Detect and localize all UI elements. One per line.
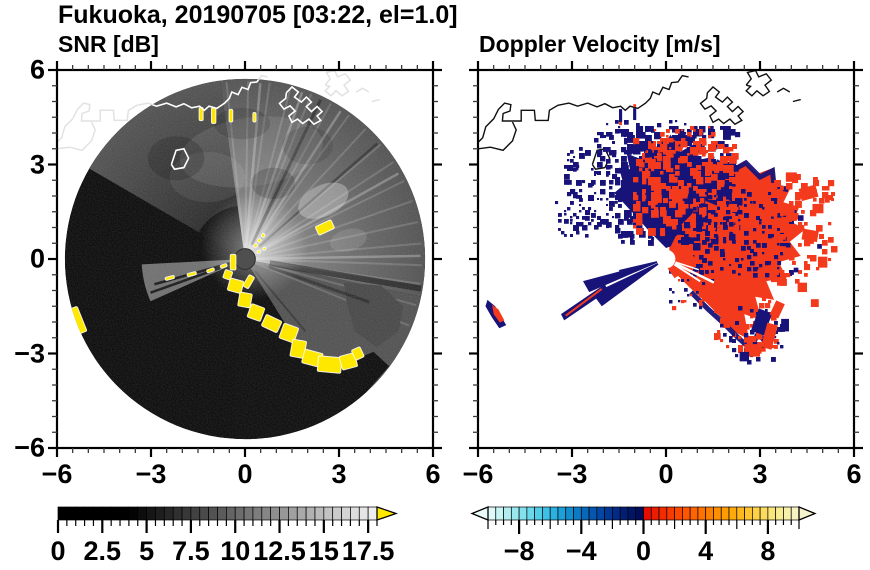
colorbar-tick-label: 2.5 bbox=[83, 536, 122, 566]
x-tick-label: 6 bbox=[425, 459, 441, 489]
colorbar-tick-label: 8 bbox=[760, 536, 776, 566]
colorbar-tick-label: 12.5 bbox=[253, 536, 306, 566]
snr-panel-axes bbox=[48, 61, 442, 457]
colorbar-tick-label: 5 bbox=[139, 536, 155, 566]
x-tick-label: 3 bbox=[752, 459, 768, 489]
y-tick-label: 3 bbox=[29, 149, 45, 179]
colorbar-tick-label: 4 bbox=[698, 536, 714, 566]
x-tick-label: −6 bbox=[462, 459, 494, 489]
colorbar-tick-label: −4 bbox=[565, 536, 597, 566]
colorbar-tick-label: 0 bbox=[50, 536, 66, 566]
colorbar-tick-label: 17.5 bbox=[341, 536, 395, 566]
panel-title-snr: SNR [dB] bbox=[58, 31, 159, 57]
colorbar-tick-label: 7.5 bbox=[172, 536, 210, 566]
y-tick-label: −6 bbox=[14, 432, 45, 463]
colorbar-tick-label: 15 bbox=[308, 536, 339, 566]
x-tick-label: 0 bbox=[658, 459, 674, 489]
x-tick-label: 3 bbox=[331, 459, 347, 489]
x-tick-label: −3 bbox=[556, 459, 588, 489]
y-tick-label: 6 bbox=[29, 54, 45, 85]
doppler-panel-graphic bbox=[478, 70, 838, 365]
snr-colorbar bbox=[56, 506, 399, 533]
y-tick-label: −3 bbox=[14, 338, 45, 368]
snr-panel-graphic bbox=[57, 70, 426, 440]
panel-title-doppler: Doppler Velocity [m/s] bbox=[479, 31, 721, 57]
colorbar-tick-label: 10 bbox=[220, 536, 251, 566]
colorbar-tick-label: 0 bbox=[635, 536, 652, 566]
colorbar-tick-label: −8 bbox=[503, 536, 535, 566]
figure-title: Fukuoka, 20190705 [03:22, el=1.0] bbox=[58, 1, 458, 29]
doppler-panel-axes bbox=[469, 61, 863, 457]
x-tick-label: −6 bbox=[41, 459, 73, 489]
x-tick-label: 0 bbox=[237, 459, 253, 489]
x-tick-label: 6 bbox=[846, 459, 862, 489]
doppler-colorbar bbox=[470, 506, 817, 534]
y-tick-label: 0 bbox=[29, 243, 45, 274]
x-tick-label: −3 bbox=[135, 459, 167, 489]
